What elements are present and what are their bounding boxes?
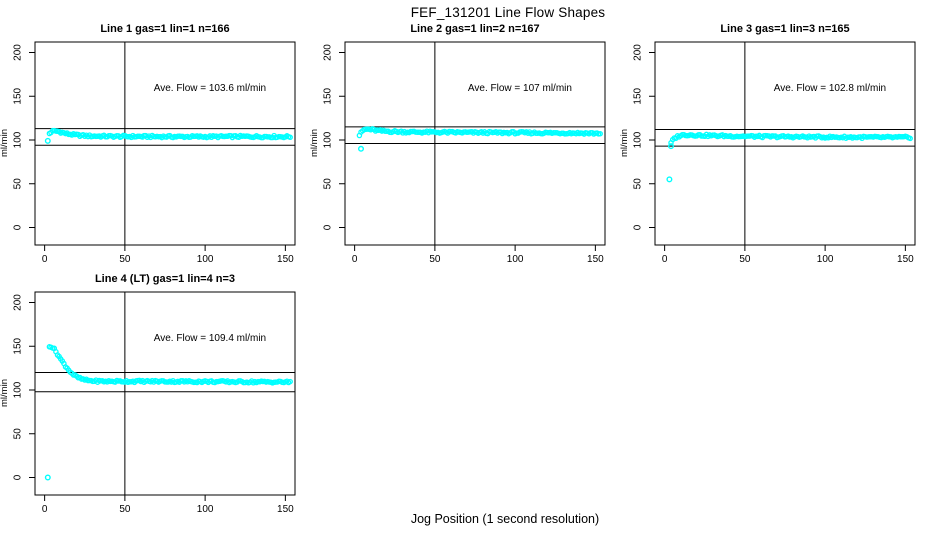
svg-text:0: 0 <box>662 254 668 265</box>
svg-text:50: 50 <box>323 178 334 190</box>
plot-area-line4: 0 50 100 150 200 0 50 100 150 ml/min Ave. Flow = 1… <box>0 291 296 515</box>
svg-text:100: 100 <box>323 131 334 148</box>
plot-area-line1: 0 50 100 150 200 0 50 100 150 ml/min Ave. Flow = 1… <box>0 41 296 265</box>
svg-text:200: 200 <box>633 44 644 61</box>
svg-text:100: 100 <box>817 254 834 265</box>
svg-text:150: 150 <box>277 504 294 515</box>
x-axis-label: Jog Position (1 second resolution) <box>410 512 600 526</box>
svg-text:200: 200 <box>323 44 334 61</box>
svg-text:150: 150 <box>13 337 24 354</box>
panel-title-line4: Line 4 (LT) gas=1 lin=4 n=3 <box>94 273 236 285</box>
svg-text:150: 150 <box>323 87 334 104</box>
svg-text:150: 150 <box>587 254 604 265</box>
svg-text:100: 100 <box>13 381 24 398</box>
panel-line4: 0 50 100 150 200 0 50 100 150 ml/min Ave. Flow = 1… <box>0 270 311 520</box>
svg-text:200: 200 <box>13 294 24 311</box>
svg-text:50: 50 <box>119 254 131 265</box>
plot-area-line2: 0 50 100 150 200 0 50 100 150 ml/min Ave. Flow = 1… <box>310 41 606 265</box>
svg-text:0: 0 <box>352 254 358 265</box>
svg-text:0: 0 <box>42 504 48 515</box>
panel-title-line2: Line 2 gas=1 lin=2 n=167 <box>410 23 540 35</box>
svg-text:ml/min: ml/min <box>0 129 10 157</box>
panel-line1: 0 50 100 150 200 0 50 100 150 ml/min Ave. Flow = 1… <box>0 20 311 270</box>
svg-text:50: 50 <box>13 428 24 440</box>
svg-text:ml/min: ml/min <box>620 129 630 157</box>
svg-text:0: 0 <box>13 474 24 480</box>
svg-text:100: 100 <box>197 504 214 515</box>
svg-text:50: 50 <box>633 178 644 190</box>
svg-text:50: 50 <box>739 254 751 265</box>
svg-text:0: 0 <box>42 254 48 265</box>
svg-text:100: 100 <box>13 131 24 148</box>
svg-text:Ave. Flow = 109.4 ml/min: Ave. Flow = 109.4 ml/min <box>154 333 266 344</box>
panel-line3: 0 50 100 150 200 0 50 100 150 ml/min Ave. Flow = 1… <box>620 20 931 270</box>
plot-area-line3: 0 50 100 150 200 0 50 100 150 ml/min Ave. Flow = 1… <box>620 41 916 265</box>
panel-title-line1: Line 1 gas=1 lin=1 n=166 <box>100 23 230 35</box>
svg-text:Ave. Flow = 102.8 ml/min: Ave. Flow = 102.8 ml/min <box>774 83 886 94</box>
svg-text:50: 50 <box>119 504 131 515</box>
svg-text:0: 0 <box>323 224 334 230</box>
svg-text:50: 50 <box>429 254 441 265</box>
figure-title: FEF_131201 Line Flow Shapes <box>410 5 606 20</box>
svg-text:ml/min: ml/min <box>310 129 320 157</box>
svg-text:0: 0 <box>633 224 644 230</box>
svg-text:100: 100 <box>507 254 524 265</box>
svg-text:150: 150 <box>897 254 914 265</box>
svg-text:200: 200 <box>13 44 24 61</box>
svg-text:100: 100 <box>197 254 214 265</box>
svg-text:Ave. Flow = 107 ml/min: Ave. Flow = 107 ml/min <box>468 83 572 94</box>
svg-text:0: 0 <box>13 224 24 230</box>
svg-text:150: 150 <box>277 254 294 265</box>
svg-text:50: 50 <box>13 178 24 190</box>
svg-text:100: 100 <box>633 131 644 148</box>
panel-title-line3: Line 3 gas=1 lin=3 n=165 <box>720 23 850 35</box>
panel-line2: 0 50 100 150 200 0 50 100 150 ml/min Ave. Flow = 1… <box>310 20 621 270</box>
svg-text:150: 150 <box>13 87 24 104</box>
svg-text:ml/min: ml/min <box>0 379 10 407</box>
svg-text:Ave. Flow = 103.6 ml/min: Ave. Flow = 103.6 ml/min <box>154 83 266 94</box>
svg-text:150: 150 <box>633 87 644 104</box>
